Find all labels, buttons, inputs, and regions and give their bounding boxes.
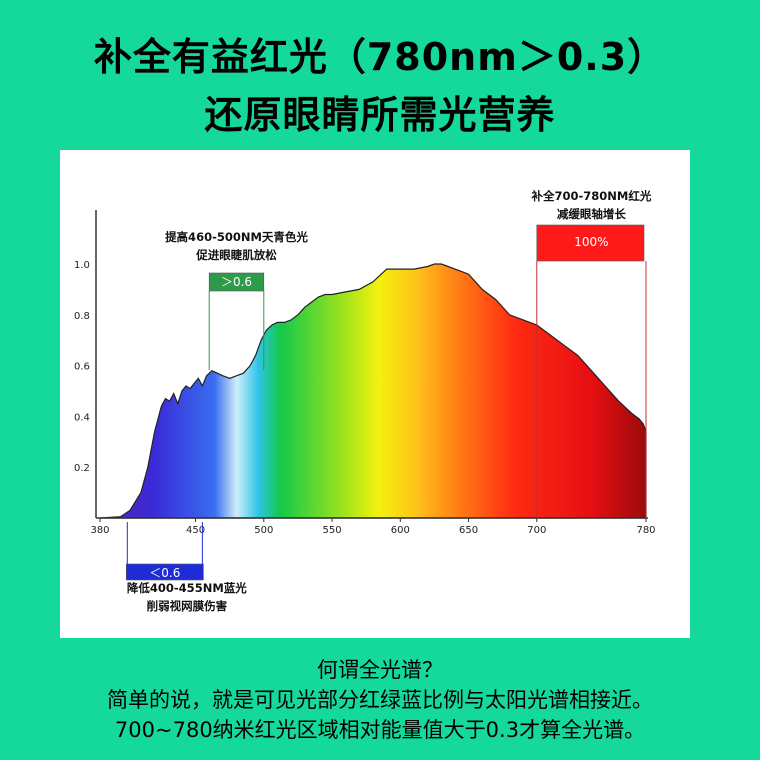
annotation-blue-badge-text: ＜0.6: [149, 566, 180, 580]
footer-explanation: 简单的说，就是可见光部分红绿蓝比例与太阳光谱相接近。: [107, 688, 653, 712]
annotation-blue-badge: [126, 563, 204, 581]
x-tick-label-600: 600: [391, 525, 410, 536]
y-tick-label-0-8: 0.8: [74, 311, 90, 322]
annotation-red-label-2: 减缓眼轴增长: [557, 207, 626, 221]
annotation-blue-label-2: 削弱视网膜伤害: [147, 599, 228, 613]
annotation-cyan-label-1: 提高460-500NM天青色光: [165, 230, 308, 244]
y-tick-label-0-2: 0.2: [74, 463, 90, 474]
spectrum-area: [99, 263, 647, 519]
y-tick-label-0-6: 0.6: [74, 362, 90, 373]
annotation-cyan-badge-text: ＞0.6: [221, 275, 252, 289]
headline-line-2: 还原眼睛所需光营养: [204, 93, 556, 137]
x-tick-label-380: 380: [90, 525, 109, 536]
footer-question: 何谓全光谱？: [317, 658, 443, 682]
x-tick-label-780: 780: [636, 525, 655, 536]
annotation-cyan-badge: [208, 272, 265, 292]
spectrum-chart: 380 450 500 550 600 650 700 780 0.2 0.4 0.6 0.8 1.0 ＞…: [74, 189, 656, 613]
x-tick-label-450: 450: [186, 525, 205, 536]
y-tick-label-1: 1.0: [74, 260, 90, 271]
x-tick-label-550: 550: [323, 525, 342, 536]
y-tick-label-0-4: 0.4: [74, 412, 90, 423]
chart-panel: 380 450 500 550 600 650 700 780 0.2 0.4 0.6 0.8 1.0 ＞…: [60, 150, 690, 638]
annotation-red-badge: [536, 224, 645, 262]
annotation-cyan-label-2: 促进眼睫肌放松: [195, 248, 277, 262]
footer-criterion: 700~780纳米红光区域相对能量值大于0.3才算全光谱。: [114, 718, 646, 742]
headline-line-1: 补全有益红光（780nm＞0.3）: [93, 35, 667, 79]
x-tick-label-650: 650: [459, 525, 478, 536]
x-tick-label-700: 700: [527, 525, 546, 536]
annotation-red-label-1: 补全700-780NM红光: [530, 189, 651, 203]
x-tick-label-500: 500: [254, 525, 273, 536]
annotation-red-badge-text: 100%: [574, 235, 608, 249]
annotation-blue-label-1: 降低400-455NM蓝光: [127, 581, 247, 595]
